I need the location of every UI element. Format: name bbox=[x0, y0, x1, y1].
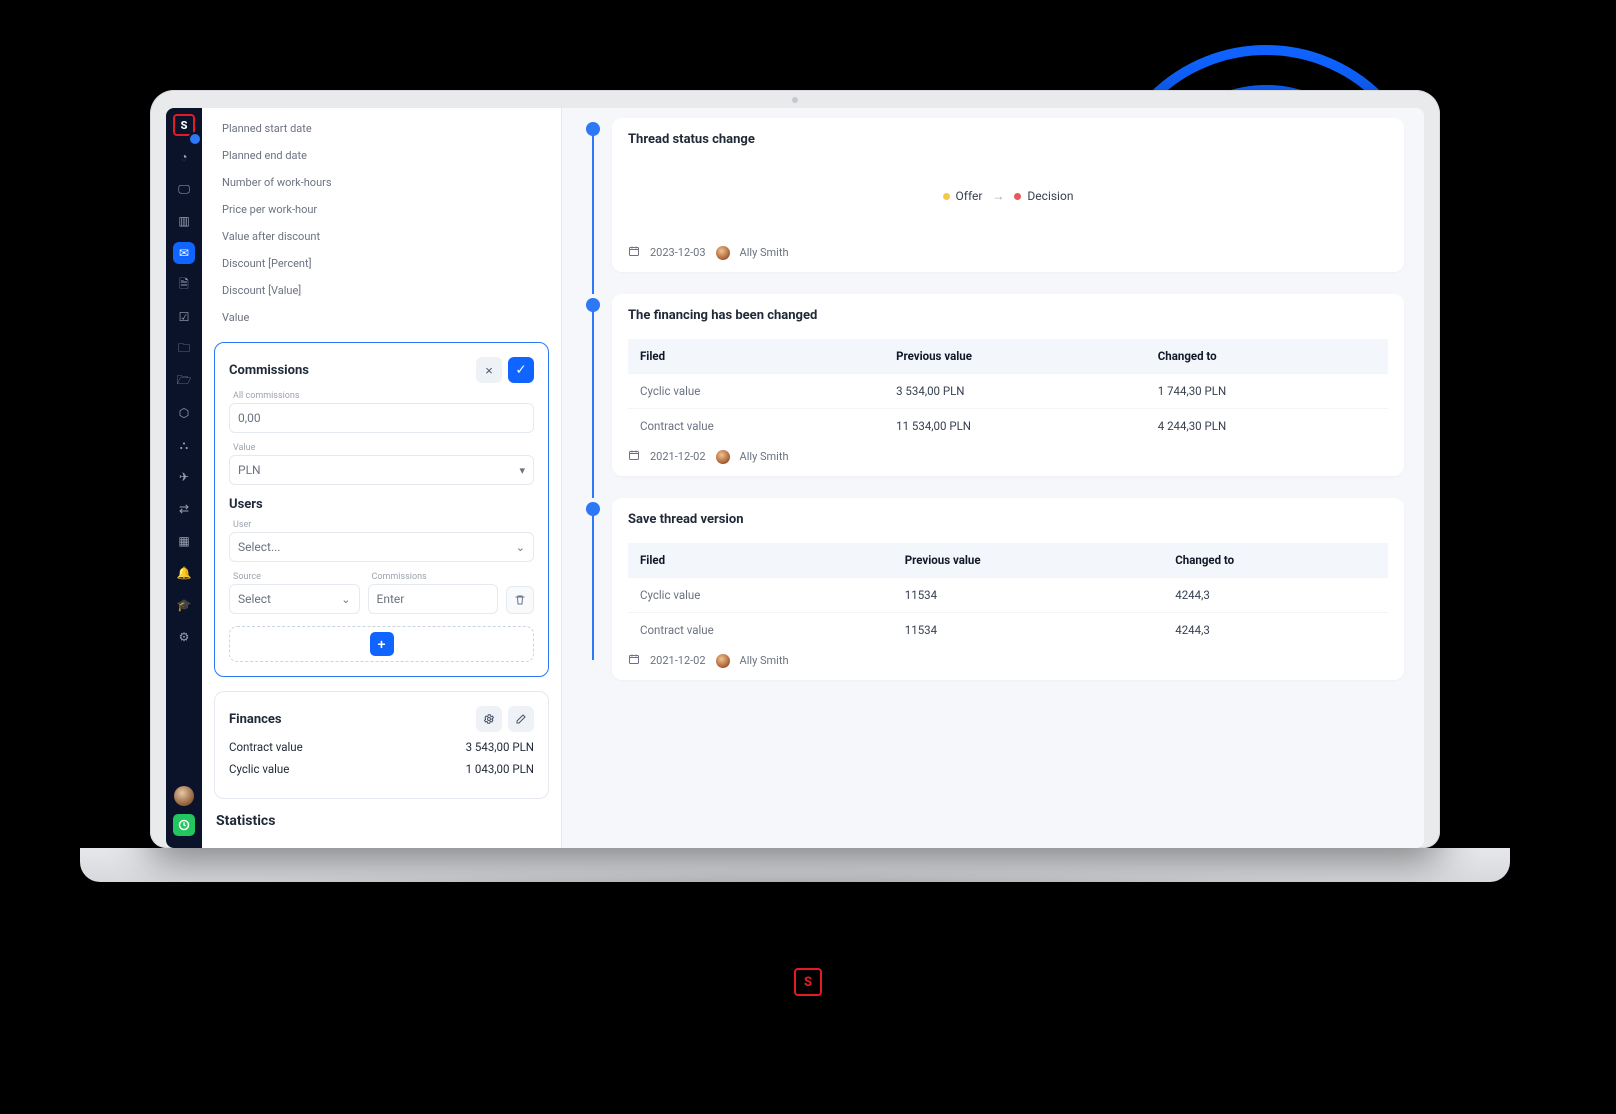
finances-settings-button[interactable] bbox=[476, 706, 502, 732]
field-item: Discount [Percent] bbox=[222, 257, 541, 270]
folder2-icon[interactable]: 🗁 bbox=[173, 370, 195, 392]
timeline-dot bbox=[586, 502, 600, 516]
delete-user-button[interactable] bbox=[506, 586, 534, 614]
field-item: Value bbox=[222, 311, 541, 324]
timeline-dot bbox=[586, 298, 600, 312]
task-icon[interactable]: ▦ bbox=[173, 530, 195, 552]
timeline-dot bbox=[586, 122, 600, 136]
author-avatar bbox=[716, 246, 730, 260]
change-table: FiledPrevious valueChanged toCyclic valu… bbox=[628, 543, 1388, 647]
field-item: Discount [Value] bbox=[222, 284, 541, 297]
people-icon[interactable]: ⛬ bbox=[173, 434, 195, 456]
send-icon[interactable]: ✈ bbox=[173, 466, 195, 488]
timeline-title: Save thread version bbox=[628, 512, 1388, 527]
finance-row: Contract value3 543,00 PLN bbox=[229, 740, 534, 754]
source-select[interactable]: Select ⌄ bbox=[229, 584, 360, 614]
field-item: Value after discount bbox=[222, 230, 541, 243]
brand-logo: S bbox=[794, 968, 822, 996]
statistics-title: Statistics bbox=[216, 813, 549, 829]
user-commissions-label: Commissions bbox=[372, 572, 499, 582]
chart-icon[interactable]: ▥ bbox=[173, 210, 195, 232]
currency-select[interactable]: PLN ▾ bbox=[229, 455, 534, 485]
laptop-mockup: S ◔🖵▥✉🗎☑🗀🗁⬡⛬✈⇄▦🔔🎓⚙ Planned start datePla… bbox=[150, 90, 1440, 882]
field-item: Number of work-hours bbox=[222, 176, 541, 189]
monitor-icon[interactable]: 🖵 bbox=[173, 178, 195, 200]
timeline-item: Save thread version FiledPrevious valueC… bbox=[586, 498, 1404, 680]
timeline-item: Thread status change Offer → Decision 20… bbox=[586, 118, 1404, 272]
right-panel: Thread status change Offer → Decision 20… bbox=[562, 108, 1424, 848]
status-change: Offer → Decision bbox=[628, 163, 1388, 239]
author-avatar bbox=[716, 450, 730, 464]
field-list: Planned start date Planned end date Number… bbox=[214, 118, 549, 342]
calendar-icon bbox=[628, 449, 640, 464]
left-panel: Planned start date Planned end date Number… bbox=[202, 108, 562, 848]
finances-card: Finances Contract value3 543,00 PLN Cycli… bbox=[214, 691, 549, 799]
add-user-button[interactable]: + bbox=[370, 632, 394, 656]
table-row: Contract value11 534,00 PLN4 244,30 PLN bbox=[628, 409, 1388, 444]
all-commissions-input[interactable]: 0,00 bbox=[229, 403, 534, 433]
author-avatar bbox=[716, 654, 730, 668]
doc-icon[interactable]: 🗎 bbox=[173, 274, 195, 296]
user-commissions-input[interactable]: Enter bbox=[368, 584, 499, 614]
timeline-author: Ally Smith bbox=[740, 450, 789, 463]
finances-title: Finances bbox=[229, 712, 282, 727]
field-item: Planned end date bbox=[222, 149, 541, 162]
app-sidebar: S ◔ 🖵 ▥ ✉ 🗎 ☑ 🗀 🗁 ⬡ ⛬ ✈ ⇄ ▦ 🔔 🎓 ⚙ bbox=[166, 108, 202, 848]
online-status-icon[interactable] bbox=[173, 814, 195, 836]
timeline-title: The financing has been changed bbox=[628, 308, 1388, 323]
inbox-icon[interactable]: ✉ bbox=[173, 242, 195, 264]
logo-icon: S bbox=[173, 114, 195, 136]
value-label: Value bbox=[233, 443, 534, 453]
timeline-date: 2023-12-03 bbox=[650, 246, 706, 259]
timeline-title: Thread status change bbox=[628, 132, 1388, 147]
calendar-icon bbox=[628, 653, 640, 668]
commissions-card: Commissions × ✓ All commissions 0,00 Val… bbox=[214, 342, 549, 677]
field-item: Planned start date bbox=[222, 122, 541, 135]
table-row: Contract value115344244,3 bbox=[628, 613, 1388, 648]
confirm-button[interactable]: ✓ bbox=[508, 357, 534, 383]
commissions-title: Commissions bbox=[229, 363, 309, 378]
timeline-date: 2021-12-02 bbox=[650, 654, 706, 667]
table-row: Cyclic value115344244,3 bbox=[628, 578, 1388, 613]
timeline-author: Ally Smith bbox=[740, 654, 789, 667]
user-label: User bbox=[233, 520, 534, 530]
bell-icon[interactable]: 🔔 bbox=[173, 562, 195, 584]
folder-icon[interactable]: 🗀 bbox=[173, 338, 195, 360]
user-avatar[interactable] bbox=[174, 786, 194, 806]
calendar-icon bbox=[628, 245, 640, 260]
user-select[interactable]: Select... ⌄ bbox=[229, 532, 534, 562]
close-button[interactable]: × bbox=[476, 357, 502, 383]
add-user-area: + bbox=[229, 626, 534, 662]
calendar-icon[interactable]: ☑ bbox=[173, 306, 195, 328]
gauge-icon[interactable]: ◔ bbox=[173, 146, 195, 168]
field-item: Price per work-hour bbox=[222, 203, 541, 216]
gear-icon[interactable]: ⚙ bbox=[173, 626, 195, 648]
timeline-author: Ally Smith bbox=[740, 246, 789, 259]
edu-icon[interactable]: 🎓 bbox=[173, 594, 195, 616]
finances-edit-button[interactable] bbox=[508, 706, 534, 732]
notification-dot bbox=[190, 134, 200, 144]
table-row: Cyclic value3 534,00 PLN1 744,30 PLN bbox=[628, 374, 1388, 409]
swap-icon[interactable]: ⇄ bbox=[173, 498, 195, 520]
timeline-item: The financing has been changed FiledPrev… bbox=[586, 294, 1404, 476]
chevron-down-icon: ⌄ bbox=[341, 593, 350, 606]
graph-icon[interactable]: ⬡ bbox=[173, 402, 195, 424]
timeline-date: 2021-12-02 bbox=[650, 450, 706, 463]
finance-row: Cyclic value1 043,00 PLN bbox=[229, 762, 534, 776]
source-label: Source bbox=[233, 572, 360, 582]
change-table: FiledPrevious valueChanged toCyclic valu… bbox=[628, 339, 1388, 443]
all-commissions-label: All commissions bbox=[233, 391, 534, 401]
chevron-down-icon: ⌄ bbox=[516, 541, 525, 554]
users-title: Users bbox=[229, 497, 534, 512]
chevron-down-icon: ▾ bbox=[519, 464, 525, 477]
